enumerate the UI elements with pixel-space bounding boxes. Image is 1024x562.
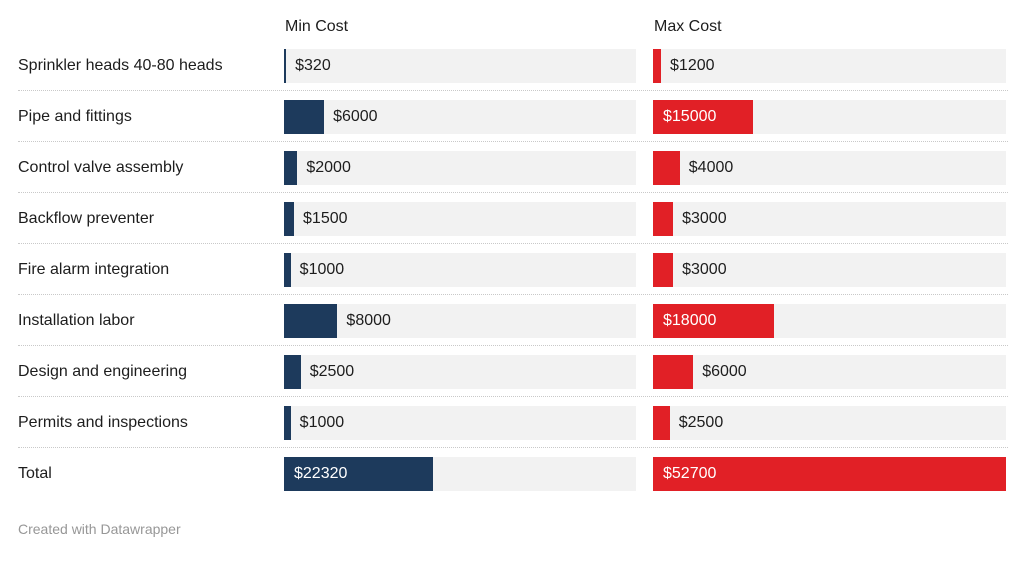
max-cost-bar-track: $1200 <box>653 48 1006 83</box>
min-cost-bar-track: $1500 <box>284 201 636 236</box>
min-cost-bar <box>284 201 295 236</box>
max-cost-cell: $6000 <box>653 354 1006 389</box>
min-cost-bar-track: $8000 <box>284 303 636 338</box>
max-cost-bar-track: $6000 <box>653 354 1006 389</box>
value-label: $2000 <box>306 158 351 176</box>
max-cost-bar-track: $52700 <box>653 456 1006 491</box>
max-cost-bar <box>653 48 662 83</box>
min-cost-cell: $2500 <box>284 354 636 389</box>
value-label: $8000 <box>346 311 391 329</box>
min-cost-cell: $1000 <box>284 252 636 287</box>
min-cost-bar <box>284 354 301 389</box>
min-cost-bar <box>284 252 291 287</box>
min-cost-bar-track: $2500 <box>284 354 636 389</box>
value-label: $3000 <box>682 209 727 227</box>
min-cost-bar <box>284 48 287 83</box>
max-cost-bar <box>653 405 670 440</box>
table-row: Fire alarm integration $1000 $3000 <box>0 244 1024 295</box>
value-label: $2500 <box>309 362 355 380</box>
value-label: $4000 <box>688 158 734 176</box>
value-label: $2500 <box>678 413 724 431</box>
value-label: $6000 <box>702 362 747 380</box>
column-header-max-cost: Max Cost <box>654 18 722 35</box>
max-cost-cell: $2500 <box>653 405 1006 440</box>
value-label: $1500 <box>303 209 348 227</box>
min-cost-bar <box>284 303 338 338</box>
value-label: $1000 <box>299 260 345 278</box>
value-label: $6000 <box>333 107 378 125</box>
max-cost-bar <box>653 99 754 134</box>
value-label: $18000 <box>663 311 717 329</box>
min-cost-cell: $6000 <box>284 99 636 134</box>
max-cost-bar <box>653 150 680 185</box>
max-cost-cell: $3000 <box>653 201 1006 236</box>
row-label: Fire alarm integration <box>18 260 170 278</box>
max-cost-bar <box>653 354 694 389</box>
max-cost-cell: $4000 <box>653 150 1006 185</box>
column-headers: Min Cost Max Cost <box>0 0 1024 40</box>
min-cost-bar-track: $6000 <box>284 99 636 134</box>
min-cost-cell: $320 <box>284 48 636 83</box>
table-row: Installation labor $8000 $18000 <box>0 295 1024 346</box>
min-cost-bar-track: $2000 <box>284 150 636 185</box>
row-label: Total <box>18 464 52 482</box>
row-label: Sprinkler heads 40-80 heads <box>18 56 223 74</box>
max-cost-cell: $3000 <box>653 252 1006 287</box>
row-label: Pipe and fittings <box>18 107 132 125</box>
value-label: $52700 <box>663 464 717 482</box>
min-cost-cell: $1000 <box>284 405 636 440</box>
min-cost-bar <box>284 456 434 491</box>
max-cost-bar-track: $15000 <box>653 99 1006 134</box>
max-cost-bar-track: $3000 <box>653 252 1006 287</box>
max-cost-cell: $18000 <box>653 303 1006 338</box>
table-row: Total $22320 $52700 <box>0 448 1024 499</box>
max-cost-bar-track: $18000 <box>653 303 1006 338</box>
column-header-min-cost: Min Cost <box>285 18 349 35</box>
max-cost-bar <box>653 456 1006 491</box>
value-label: $22320 <box>294 464 348 482</box>
min-cost-cell: $8000 <box>284 303 636 338</box>
chart-rows: Sprinkler heads 40-80 heads $320 $1200 Pipe… <box>0 40 1024 499</box>
min-cost-cell: $22320 <box>284 456 636 491</box>
min-cost-bar-track: $1000 <box>284 405 636 440</box>
min-cost-bar-track: $320 <box>284 48 636 83</box>
max-cost-bar-track: $3000 <box>653 201 1006 236</box>
value-label: $1000 <box>299 413 345 431</box>
max-cost-cell: $1200 <box>653 48 1006 83</box>
max-cost-bar-track: $2500 <box>653 405 1006 440</box>
max-cost-bar <box>653 252 674 287</box>
table-row: Control valve assembly $2000 $4000 <box>0 142 1024 193</box>
min-cost-cell: $2000 <box>284 150 636 185</box>
row-label: Installation labor <box>18 311 135 329</box>
table-row: Sprinkler heads 40-80 heads $320 $1200 <box>0 40 1024 91</box>
row-label: Backflow preventer <box>18 209 155 227</box>
value-label: $320 <box>295 56 331 74</box>
max-cost-cell: $15000 <box>653 99 1006 134</box>
min-cost-bar <box>284 99 325 134</box>
row-label: Control valve assembly <box>18 158 184 176</box>
max-cost-cell: $52700 <box>653 456 1006 491</box>
row-label: Design and engineering <box>18 362 188 380</box>
min-cost-bar <box>284 405 291 440</box>
table-row: Backflow preventer $1500 $3000 <box>0 193 1024 244</box>
min-cost-cell: $1500 <box>284 201 636 236</box>
table-row: Design and engineering $2500 $6000 <box>0 346 1024 397</box>
max-cost-bar <box>653 303 774 338</box>
row-label: Permits and inspections <box>18 413 188 431</box>
min-cost-bar-track: $22320 <box>284 456 636 491</box>
table-row: Permits and inspections $1000 $2500 <box>0 397 1024 448</box>
value-label: $15000 <box>663 107 717 125</box>
table-row: Pipe and fittings $6000 $15000 <box>0 91 1024 142</box>
max-cost-bar <box>653 201 674 236</box>
min-cost-bar-track: $1000 <box>284 252 636 287</box>
attribution-credit: Created with Datawrapper <box>18 521 181 537</box>
value-label: $3000 <box>682 260 727 278</box>
value-label: $1200 <box>670 56 715 74</box>
max-cost-bar-track: $4000 <box>653 150 1006 185</box>
min-cost-bar <box>284 150 298 185</box>
